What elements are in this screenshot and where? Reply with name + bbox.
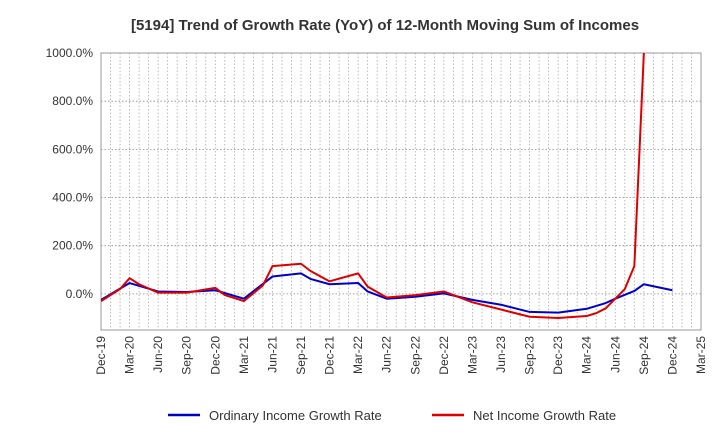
legend-label: Ordinary Income Growth Rate	[209, 408, 382, 423]
x-tick-label: Jun-22	[380, 336, 394, 373]
x-tick-label: Mar-23	[465, 336, 479, 374]
x-tick-label: Jun-20	[151, 336, 165, 373]
x-tick-label: Mar-20	[123, 336, 137, 374]
x-tick-label: Dec-19	[94, 336, 108, 375]
series-line-0	[101, 272, 673, 314]
x-tick-label: Dec-22	[437, 336, 451, 375]
x-tick-label: Sep-23	[523, 336, 537, 375]
x-axis: Dec-19 Mar-20 Jun-20 Sep-20 Dec-20 Mar-21 Jun-…	[94, 336, 708, 375]
x-tick-label: Mar-25	[694, 336, 708, 374]
chart-title: [5194] Trend of Growth Rate (YoY) of 12-…	[131, 17, 639, 34]
x-tick-label: Sep-20	[180, 336, 194, 375]
y-tick-label: 1000.0%	[46, 46, 94, 60]
y-tick-label: 0.0%	[66, 287, 94, 301]
x-tick-label: Dec-20	[208, 336, 222, 375]
x-tick-label: Dec-24	[665, 336, 679, 375]
x-tick-label: Sep-24	[637, 336, 651, 375]
y-tick-label: 600.0%	[52, 142, 93, 156]
legend: Ordinary Income Growth Rate Net Income Gr…	[168, 408, 616, 423]
x-tick-label: Sep-22	[408, 336, 422, 375]
legend-label: Net Income Growth Rate	[473, 408, 616, 423]
y-axis: 0.0% 200.0% 400.0% 600.0% 800.0% 1000.0%	[46, 46, 94, 301]
x-tick-label: Sep-21	[294, 336, 308, 375]
x-tick-label: Jun-23	[494, 336, 508, 373]
series-lines	[101, 53, 673, 319]
x-tick-label: Jun-24	[608, 336, 622, 373]
grid-lines	[101, 52, 701, 330]
x-tick-label: Mar-24	[580, 336, 594, 374]
y-tick-label: 400.0%	[52, 191, 93, 205]
x-tick-label: Dec-21	[323, 336, 337, 375]
y-tick-label: 200.0%	[52, 239, 93, 253]
y-tick-label: 800.0%	[52, 94, 93, 108]
x-tick-label: Dec-23	[551, 336, 565, 375]
x-tick-label: Jun-21	[265, 336, 279, 373]
x-tick-label: Mar-21	[237, 336, 251, 374]
plot-area	[100, 52, 702, 331]
x-tick-label: Mar-22	[351, 336, 365, 374]
series-line-1	[101, 53, 645, 319]
